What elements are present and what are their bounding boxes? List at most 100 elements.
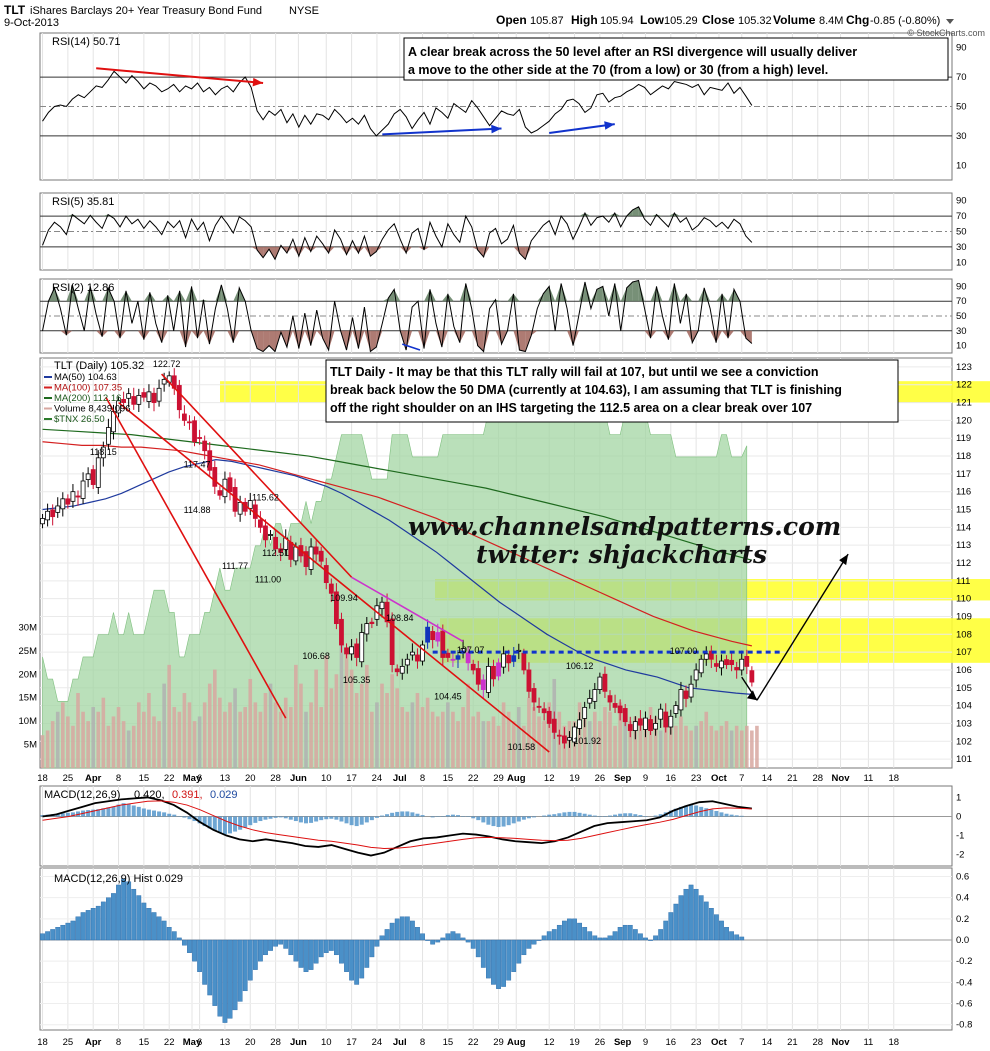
candle-body [582, 706, 588, 719]
price-label: 112.51 [262, 548, 289, 558]
price-title: TLT (Daily) 105.32 [54, 360, 144, 372]
candle-body [333, 591, 339, 625]
volume-bar [116, 707, 121, 768]
candle-body [161, 378, 167, 385]
x-label-price: 24 [372, 773, 383, 784]
rsi-oversold-fill [191, 330, 198, 339]
volume-bar [40, 735, 45, 768]
hist-bar [450, 931, 456, 941]
hist-bar [719, 920, 724, 941]
hist-bar [65, 922, 71, 941]
rsi-line-2 [42, 279, 753, 353]
volume-bar [375, 702, 379, 768]
hist-bar [318, 939, 324, 958]
hist-bar [263, 939, 268, 956]
divergence-arrow-0 [96, 67, 264, 84]
macd-mini-hist [724, 813, 729, 817]
legend-label-3: Volume 8,439,096 [54, 404, 131, 415]
rsi-overbought-fill [120, 290, 126, 302]
price-tick: 105 [956, 683, 972, 694]
macd-mini-hist [374, 816, 379, 818]
volume-bar [228, 702, 232, 768]
rsi-overbought-fill [686, 293, 693, 302]
macd-title-part: 0.420, [134, 789, 165, 801]
rsi-overbought-fill [632, 280, 639, 302]
hist-bar [567, 918, 572, 941]
macd-mini-hist [334, 816, 339, 820]
candle-body [90, 469, 96, 485]
macd-mini-hist [172, 814, 177, 817]
macd-mini-hist [719, 812, 724, 817]
volume-value: 8.4M [819, 15, 843, 27]
rsi-oversold-fill [340, 246, 347, 255]
rsi-tick-2: 50 [956, 311, 967, 322]
macd-mini-hist [526, 816, 531, 819]
hist-bar [171, 931, 177, 941]
x-label-bottom: 28 [812, 1037, 823, 1048]
volume-bar [714, 730, 719, 768]
macd-mini-hist [714, 810, 719, 817]
candle-body [369, 621, 375, 625]
rsi-oversold-fill [364, 330, 371, 352]
hist-bar [202, 939, 208, 985]
volume-bar [223, 711, 227, 768]
volume-bar [446, 702, 450, 768]
hist-bar [146, 908, 152, 941]
rsi-oversold-fill [346, 330, 353, 351]
low-label: Low [640, 13, 665, 27]
x-label-bottom: Jun [290, 1037, 307, 1048]
macd-line [42, 796, 752, 857]
rsi-overbought-fill [704, 287, 711, 302]
candle-body [55, 505, 61, 513]
candle-body [95, 457, 101, 488]
volume-bar [359, 683, 364, 768]
ma100-line [42, 441, 752, 647]
hist-bar [496, 939, 501, 989]
volume-bar [734, 725, 739, 768]
macd-mini-hist [364, 816, 369, 823]
candle-body [85, 473, 91, 480]
price-label: 105.35 [343, 675, 371, 685]
volume-bar [491, 716, 496, 768]
macd-mini-hist [456, 815, 460, 817]
rsi-oversold-fill [280, 246, 287, 254]
hist-bar [648, 939, 653, 941]
rsi-oversold-fill [257, 330, 264, 352]
volume-bar [354, 693, 359, 768]
macd-mini-hist [481, 816, 486, 823]
volume-bar [192, 721, 197, 768]
hist-bar [379, 935, 385, 941]
candle-body [156, 387, 162, 402]
volume-label: Volume [773, 13, 816, 27]
hist-bar [440, 937, 446, 941]
hist-bar [506, 939, 512, 981]
chevron-down-icon[interactable] [946, 19, 954, 24]
rsi-overbought-fill [579, 281, 585, 302]
candle-body [724, 659, 729, 666]
macd-mini-hist [309, 816, 314, 823]
candle-body [708, 650, 714, 660]
rsi-title-2: RSI(2) 12.86 [52, 282, 114, 294]
x-label-bottom: 13 [220, 1037, 231, 1048]
price-tick: 121 [956, 398, 972, 409]
rsi-oversold-fill [573, 330, 580, 346]
rsi-oversold-fill [269, 330, 276, 352]
price-tick: 114 [956, 522, 971, 533]
volume-bar [289, 707, 293, 768]
volume-bar [81, 711, 85, 768]
x-label-bottom: 22 [164, 1037, 175, 1048]
rsi-overbought-fill [197, 299, 204, 302]
candle-body [207, 450, 213, 471]
volume-bar [684, 725, 688, 768]
volume-bar [623, 711, 627, 768]
candle-body [536, 705, 542, 708]
macd-mini-hist [587, 814, 592, 817]
volume-bar [669, 721, 673, 768]
hist-tick: 0.2 [956, 914, 969, 925]
macd-mini-hist [486, 816, 491, 825]
rsi-overbought-fill [590, 289, 597, 302]
candle-body [313, 546, 319, 555]
volume-bar [729, 730, 734, 768]
rsi-oversold-fill [322, 330, 329, 351]
x-label-bottom: 21 [787, 1037, 798, 1048]
